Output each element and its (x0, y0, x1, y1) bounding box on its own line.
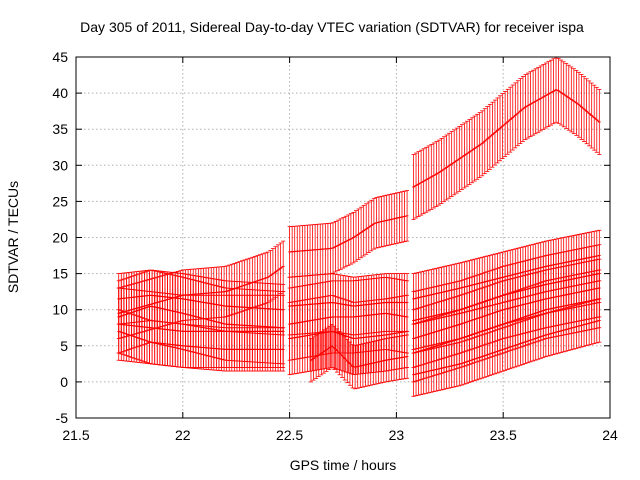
series-2 (287, 190, 410, 278)
y-tick-label: 45 (52, 49, 68, 65)
x-axis-label: GPS time / hours (290, 457, 397, 473)
x-tick-label: 24 (602, 427, 618, 443)
series-7 (116, 309, 286, 372)
series-line (413, 254, 600, 300)
chart-title: Day 305 of 2011, Sidereal Day-to-day VTE… (80, 19, 584, 35)
y-axis-label: SDTVAR / TECUs (5, 181, 21, 293)
y-tick-label: 15 (52, 266, 68, 282)
series-16 (411, 298, 602, 397)
series-11 (308, 324, 410, 390)
series-line (413, 89, 600, 188)
series-3 (411, 56, 602, 220)
series-line (289, 215, 408, 253)
y-tick-label: 35 (52, 121, 68, 137)
x-tick-label: 22.5 (276, 427, 303, 443)
series-line (413, 319, 600, 376)
y-tick-label: 20 (52, 230, 68, 246)
x-tick-label: 22 (175, 427, 191, 443)
series-10 (287, 294, 410, 376)
x-tick-label: 23 (389, 427, 405, 443)
series-line (118, 330, 284, 351)
series-line (413, 287, 600, 340)
series-line (413, 298, 600, 354)
y-tick-label: -5 (56, 410, 69, 426)
series-line (310, 345, 408, 368)
y-tick-label: 25 (52, 193, 68, 209)
y-tick-label: 5 (60, 338, 68, 354)
series-line (289, 330, 408, 340)
data-series (116, 56, 602, 397)
y-tick-label: 10 (52, 302, 68, 318)
y-tick-label: 30 (52, 157, 68, 173)
x-tick-label: 21.5 (62, 427, 89, 443)
y-tick-label: 40 (52, 85, 68, 101)
axis-ticks: 21.5 22 22.5 23 23.5 24 -5 0 5 10 15 20 25 30 35 40 45 (52, 49, 618, 443)
y-tick-label: 0 (60, 374, 68, 390)
x-tick-label: 23.5 (490, 427, 517, 443)
